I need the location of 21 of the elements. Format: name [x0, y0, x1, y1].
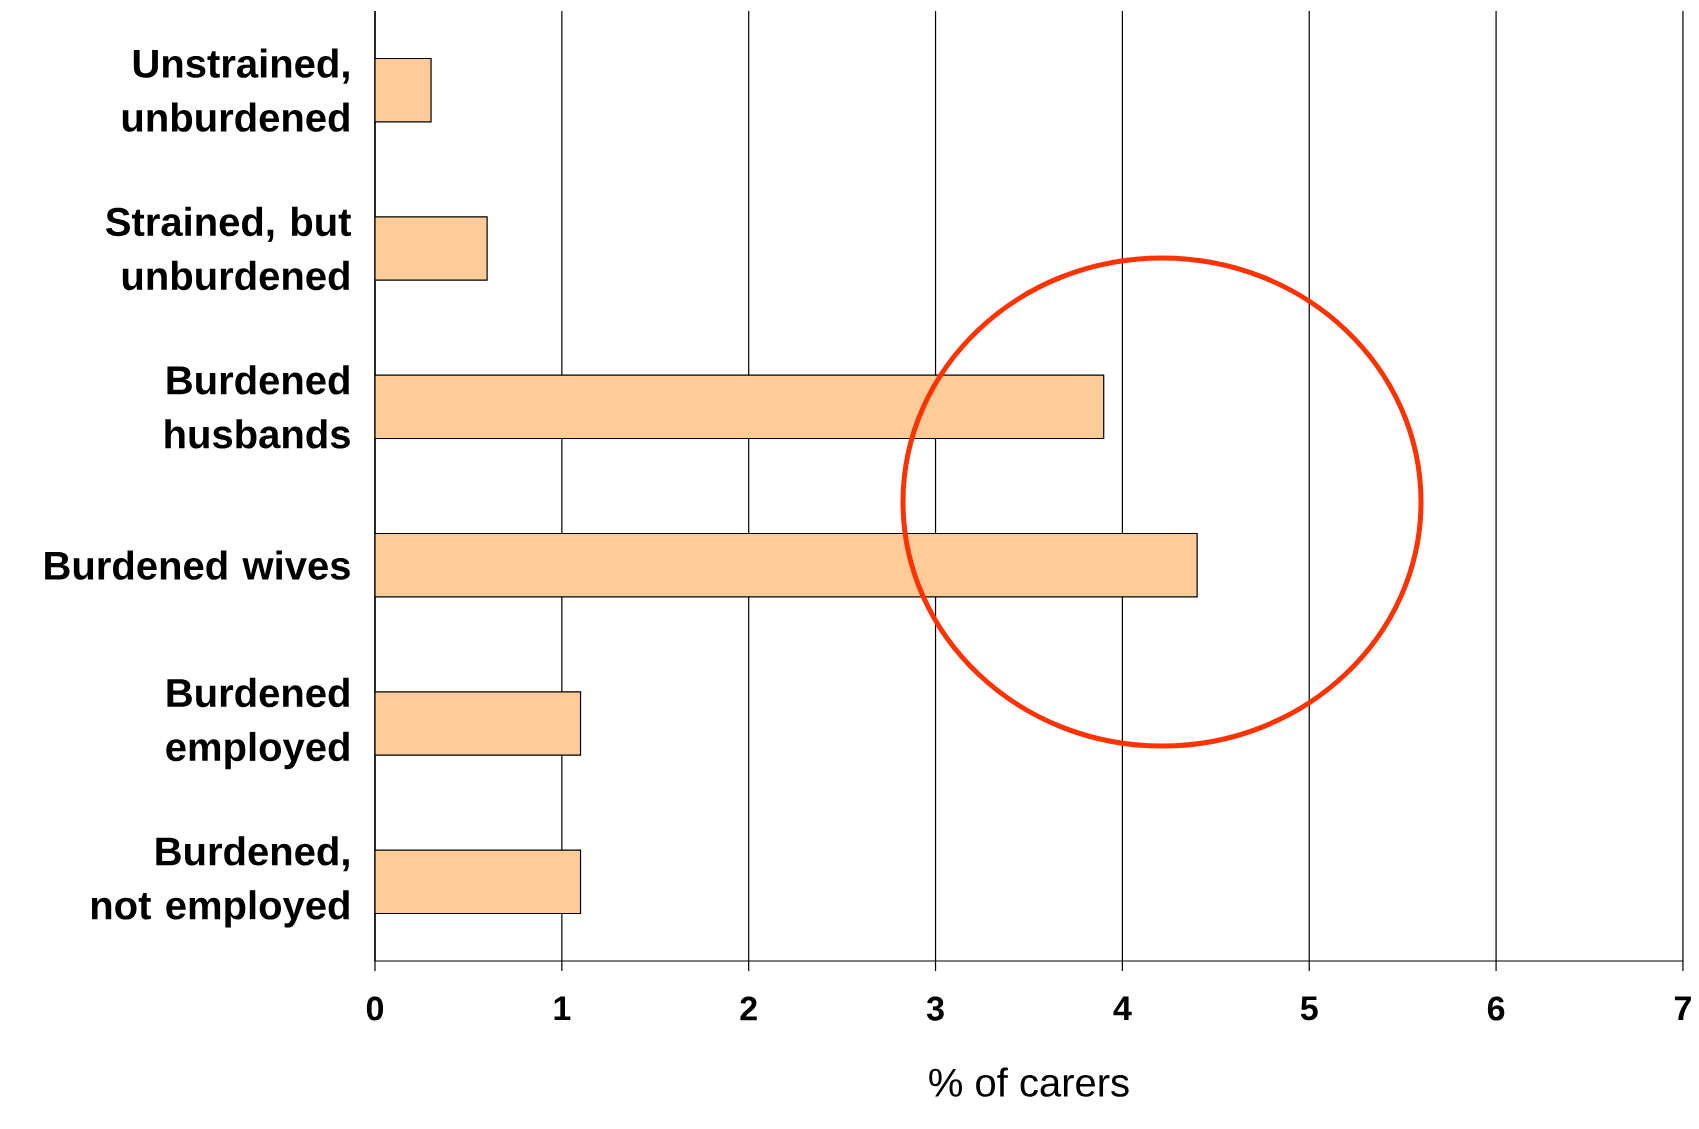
bar [375, 216, 488, 281]
y-tick-label: Unstrained, unburdened [122, 48, 349, 132]
y-tick-label: Strained, but unburdened [105, 206, 351, 291]
y-tick-label: Burdened husbands [165, 365, 350, 449]
x-axis-title: % of carers [929, 1067, 1129, 1097]
x-tick-label: 4 [1113, 996, 1132, 1020]
bar [375, 374, 1105, 440]
x-tick-label: 6 [1487, 996, 1505, 1021]
bar [375, 57, 432, 123]
x-tick-label: 5 [1300, 996, 1318, 1021]
bar [375, 691, 582, 756]
x-tick-label: 0 [366, 996, 384, 1021]
y-tick-label: Burdened wives [45, 550, 350, 580]
y-tick-label: Burdened employed [166, 677, 349, 770]
x-tick-label: 7 [1674, 996, 1691, 1020]
x-tick-label: 1 [554, 996, 571, 1020]
bar [375, 849, 582, 915]
x-tick-label: 2 [740, 996, 757, 1021]
y-tick-label: Burdened, not employed [91, 836, 349, 928]
bar [375, 532, 1198, 598]
x-tick-label: 3 [926, 996, 944, 1021]
